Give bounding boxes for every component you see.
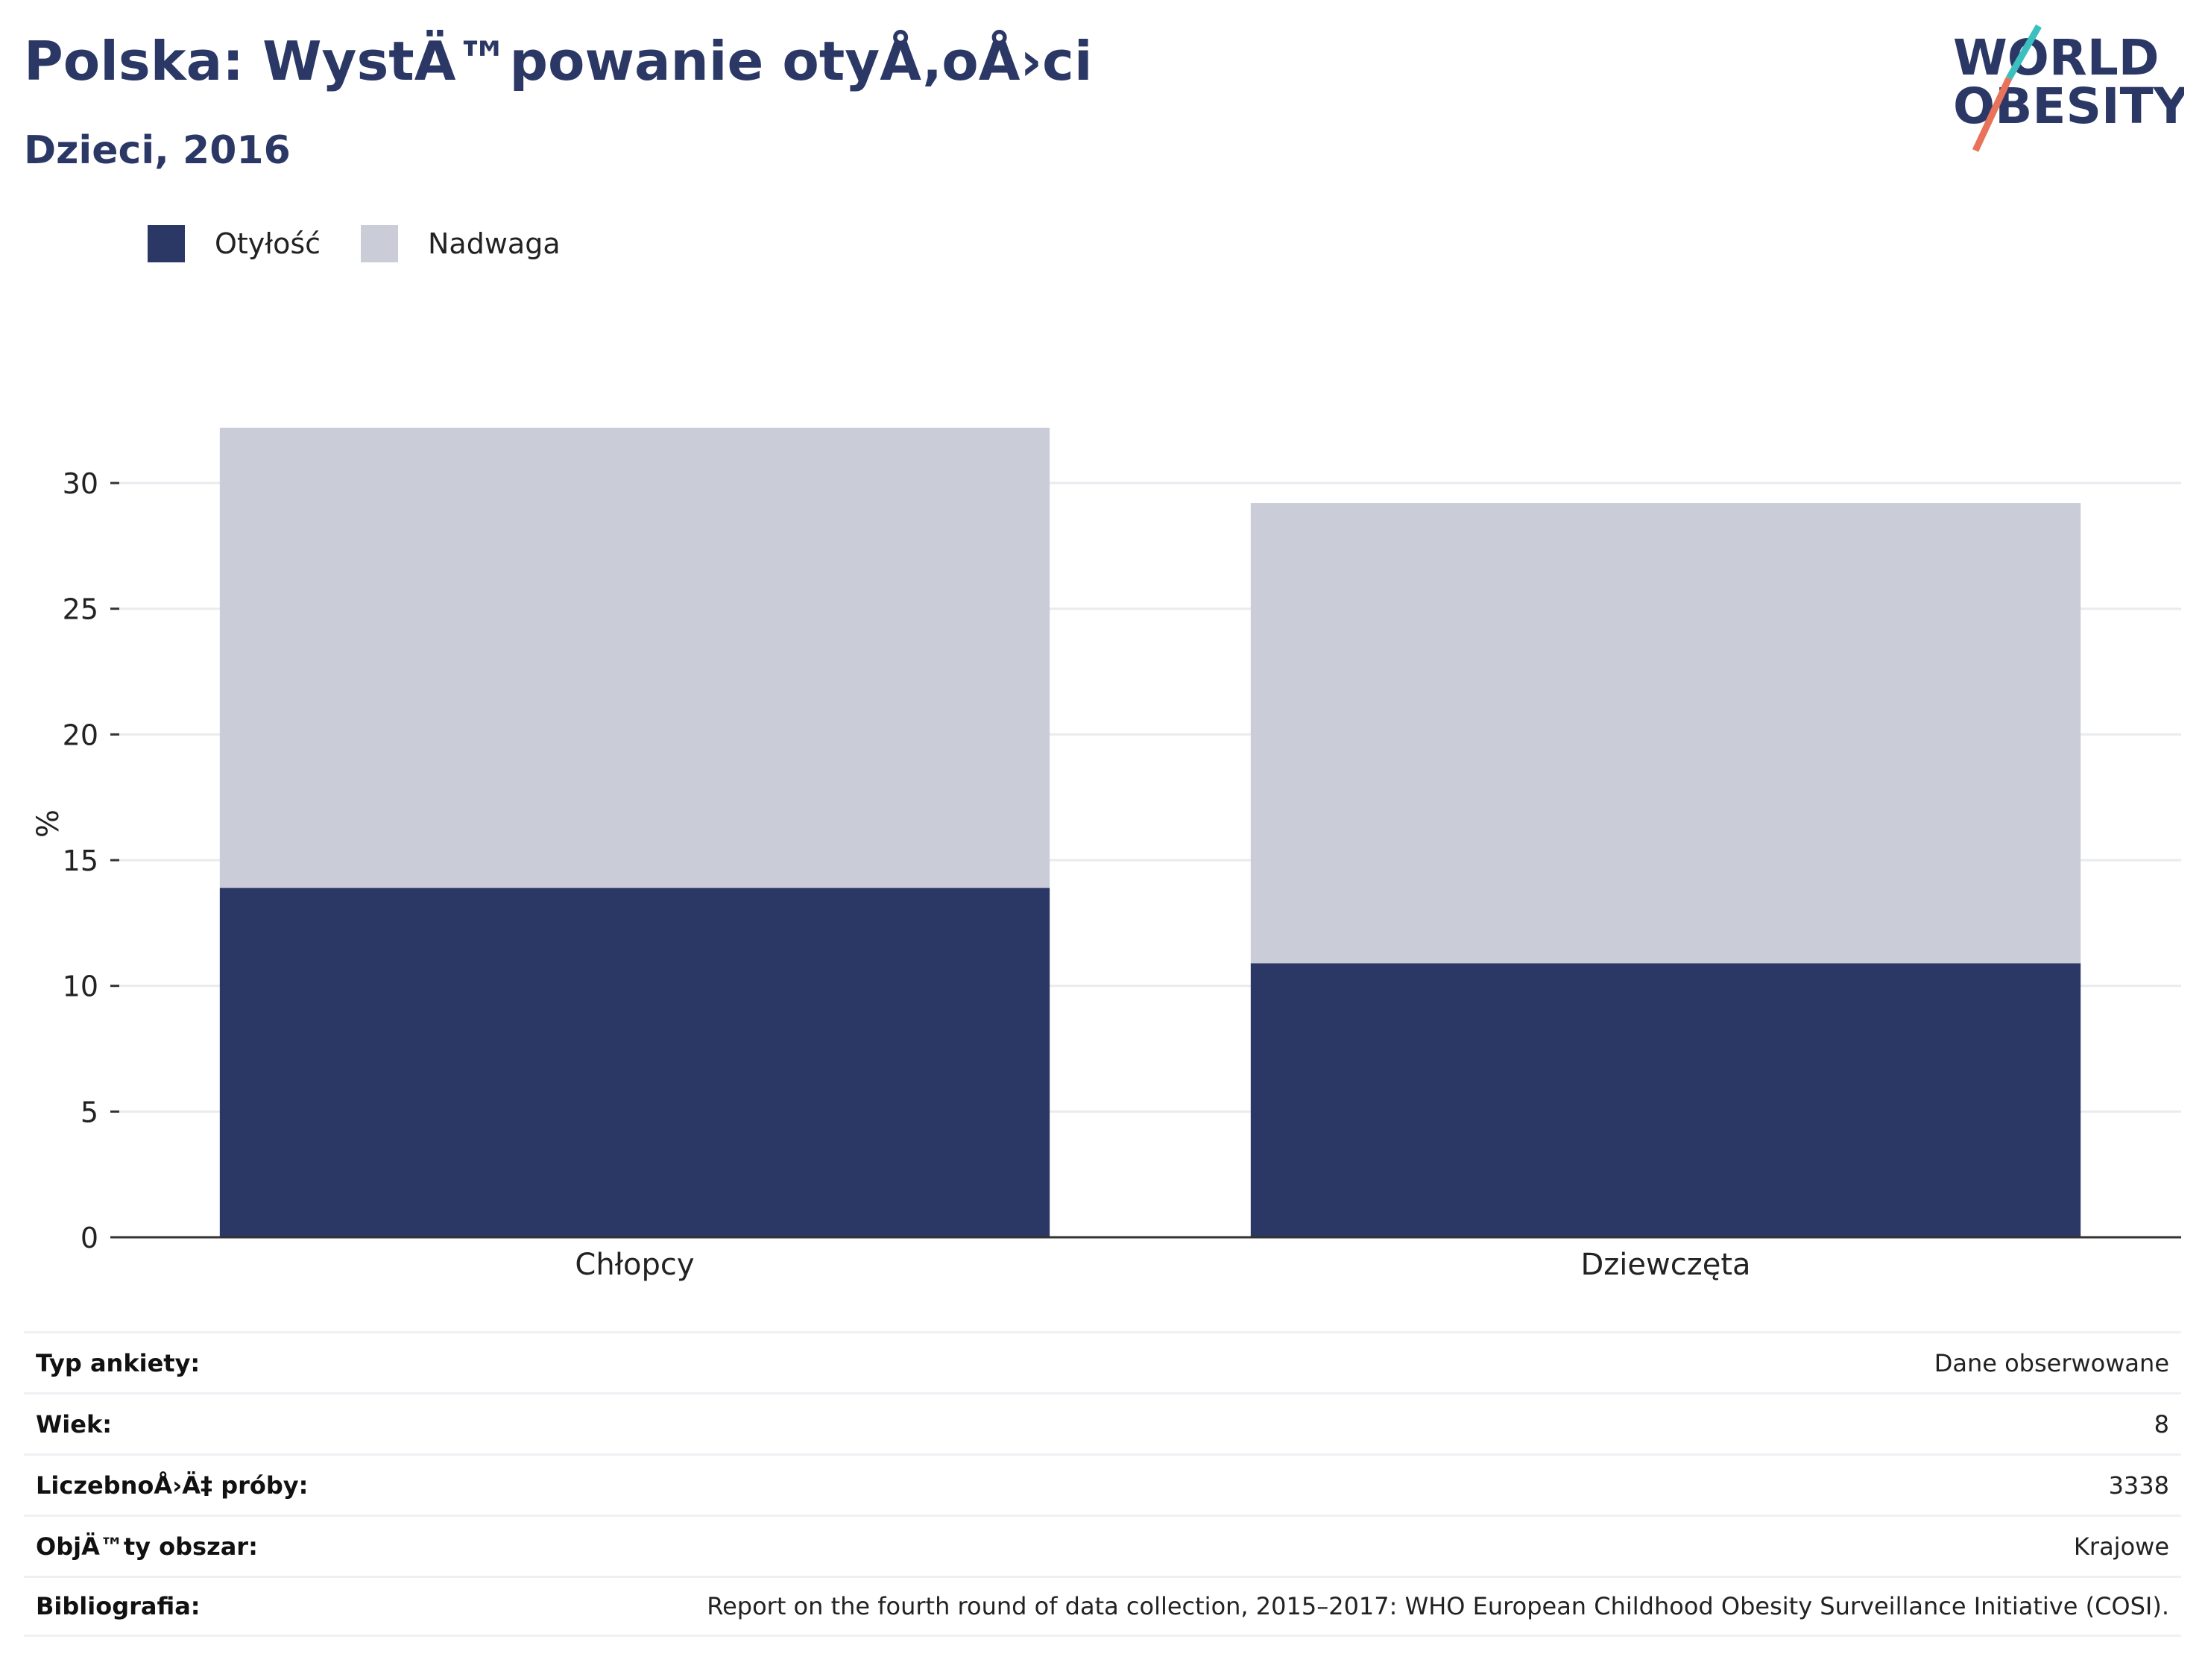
bar-overweight-0 xyxy=(219,427,1050,888)
y-tick-label: 25 xyxy=(63,593,98,626)
y-tick-label: 20 xyxy=(63,719,98,751)
logo-text-obesity: OBESITY xyxy=(1953,78,2184,135)
info-table: Typ ankiety: Dane obserwowane Wiek: 8 Liczeb… xyxy=(24,1331,2181,1637)
y-axis-label: % xyxy=(31,809,66,838)
x-tick-label: Chłopcy xyxy=(575,1248,694,1282)
logo-slash-coral xyxy=(1972,77,2013,152)
chart-subtitle: Dzieci, 2016 xyxy=(24,128,291,173)
x-tick-label: Dziewczęta xyxy=(1580,1248,1750,1282)
y-tick-label: 10 xyxy=(63,970,98,1003)
info-value: Krajowe xyxy=(2073,1532,2169,1561)
info-row: ObjÄ™ty obszar: Krajowe xyxy=(24,1515,2181,1576)
bars xyxy=(219,427,2081,1237)
info-value: 8 xyxy=(2154,1409,2169,1439)
legend-label-overweight: Nadwaga xyxy=(428,227,561,260)
info-value: 3338 xyxy=(2108,1471,2169,1500)
info-label: LiczebnoÅ›Ä‡ próby: xyxy=(36,1471,309,1500)
info-row: Typ ankiety: Dane obserwowane xyxy=(24,1331,2181,1392)
axes: 0 5 10 15 20 25 30% Chłopcy Dziewczęta xyxy=(31,467,2181,1282)
legend-swatch-overweight xyxy=(361,225,398,262)
bar-obesity-1 xyxy=(1250,963,2081,1237)
bar-overweight-1 xyxy=(1250,503,2081,964)
info-label: ObjÄ™ty obszar: xyxy=(36,1532,258,1561)
y-tick-label: 30 xyxy=(63,467,98,500)
logo-slash-teal xyxy=(2006,24,2042,80)
y-tick-label: 0 xyxy=(81,1222,98,1254)
stacked-bar-chart: 0 5 10 15 20 25 30% Chłopcy Dziewczęta xyxy=(31,427,2181,1282)
chart-title: Polska: WystÄ™powanie otyÅ‚oÅ›ci xyxy=(24,30,1093,92)
y-tick-label: 15 xyxy=(63,844,98,877)
info-row: LiczebnoÅ›Ä‡ próby: 3338 xyxy=(24,1453,2181,1515)
info-row: Wiek: 8 xyxy=(24,1392,2181,1453)
bar-obesity-0 xyxy=(219,888,1050,1237)
legend-item-obesity: Otyłość xyxy=(148,224,321,264)
info-label: Wiek: xyxy=(36,1409,113,1439)
world-obesity-logo: WORLD OBESITY xyxy=(1953,24,2184,152)
info-label: Typ ankiety: xyxy=(36,1348,201,1377)
info-value: Dane obserwowane xyxy=(1934,1348,2169,1377)
logo-text-world: WORLD xyxy=(1953,29,2160,86)
legend-label-obesity: Otyłość xyxy=(215,227,321,260)
info-value: Report on the fourth round of data colle… xyxy=(707,1592,2169,1620)
info-label: Bibliografia: xyxy=(36,1592,201,1620)
info-row: Bibliografia: Report on the fourth round … xyxy=(24,1576,2181,1637)
legend-item-overweight: Nadwaga xyxy=(361,224,561,264)
y-tick-label: 5 xyxy=(81,1096,98,1128)
legend-swatch-obesity xyxy=(148,225,185,262)
